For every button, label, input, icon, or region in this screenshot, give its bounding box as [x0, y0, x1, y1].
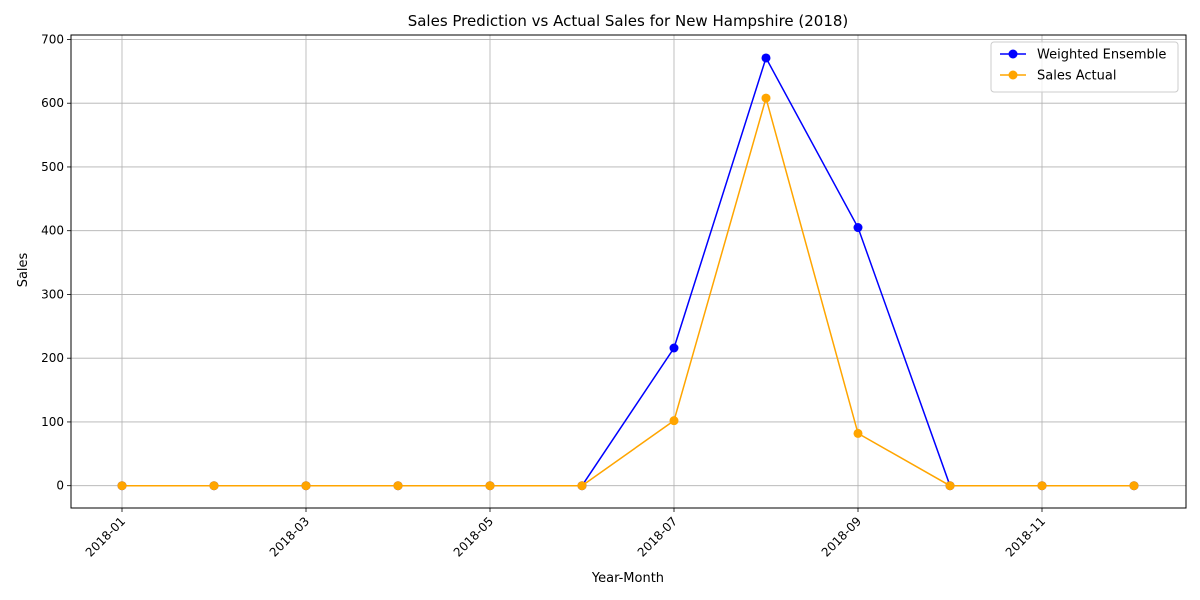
legend: Weighted Ensemble Sales Actual: [990, 41, 1179, 93]
data-point: [669, 343, 679, 353]
data-point: [669, 416, 679, 426]
data-point: [761, 93, 771, 103]
x-tick-label: 2018-07: [635, 514, 680, 559]
y-tick-label: 300: [41, 287, 64, 301]
data-point: [485, 481, 495, 491]
axis-layer: 2018-01 2018-03 2018-05 2018-07 2018-09 2018-…: [41, 32, 1048, 559]
x-tick-label: 2018-03: [267, 514, 312, 559]
data-point: [853, 428, 863, 438]
series-layer: [117, 53, 1139, 491]
legend-box: [990, 41, 1179, 93]
data-point: [853, 223, 863, 233]
x-tick-label: 2018-09: [819, 514, 864, 559]
y-tick-label: 700: [41, 32, 64, 46]
y-tick-label: 400: [41, 224, 64, 238]
data-point: [577, 481, 587, 491]
x-tick-label: 2018-01: [83, 514, 128, 559]
chart-title: Sales Prediction vs Actual Sales for New…: [408, 12, 849, 30]
y-tick-label: 200: [41, 351, 64, 365]
x-axis-title: Year-Month: [591, 571, 664, 586]
plot-frame: [70, 34, 1187, 509]
series-line: [122, 95, 1134, 487]
legend-marker: [1008, 49, 1018, 59]
legend-label: Sales Actual: [1037, 69, 1116, 84]
data-point: [1037, 481, 1047, 491]
data-point: [301, 481, 311, 491]
y-tick-label: 600: [41, 96, 64, 110]
series-line: [122, 56, 1134, 487]
grid-layer: [71, 35, 1186, 508]
legend-marker: [1008, 70, 1018, 80]
data-point: [761, 53, 771, 63]
y-tick-label: 0: [56, 479, 64, 493]
x-tick-label: 2018-11: [1003, 514, 1048, 559]
y-tick-label: 500: [41, 160, 64, 174]
data-point: [117, 481, 127, 491]
legend-label: Weighted Ensemble: [1037, 48, 1166, 63]
y-axis-title: Sales: [16, 252, 31, 287]
series-0: [117, 53, 1139, 491]
data-point: [945, 481, 955, 491]
data-point: [1129, 481, 1139, 491]
series-1: [117, 93, 1139, 491]
y-tick-label: 100: [41, 415, 64, 429]
data-point: [209, 481, 219, 491]
data-point: [393, 481, 403, 491]
x-tick-label: 2018-05: [451, 514, 496, 559]
